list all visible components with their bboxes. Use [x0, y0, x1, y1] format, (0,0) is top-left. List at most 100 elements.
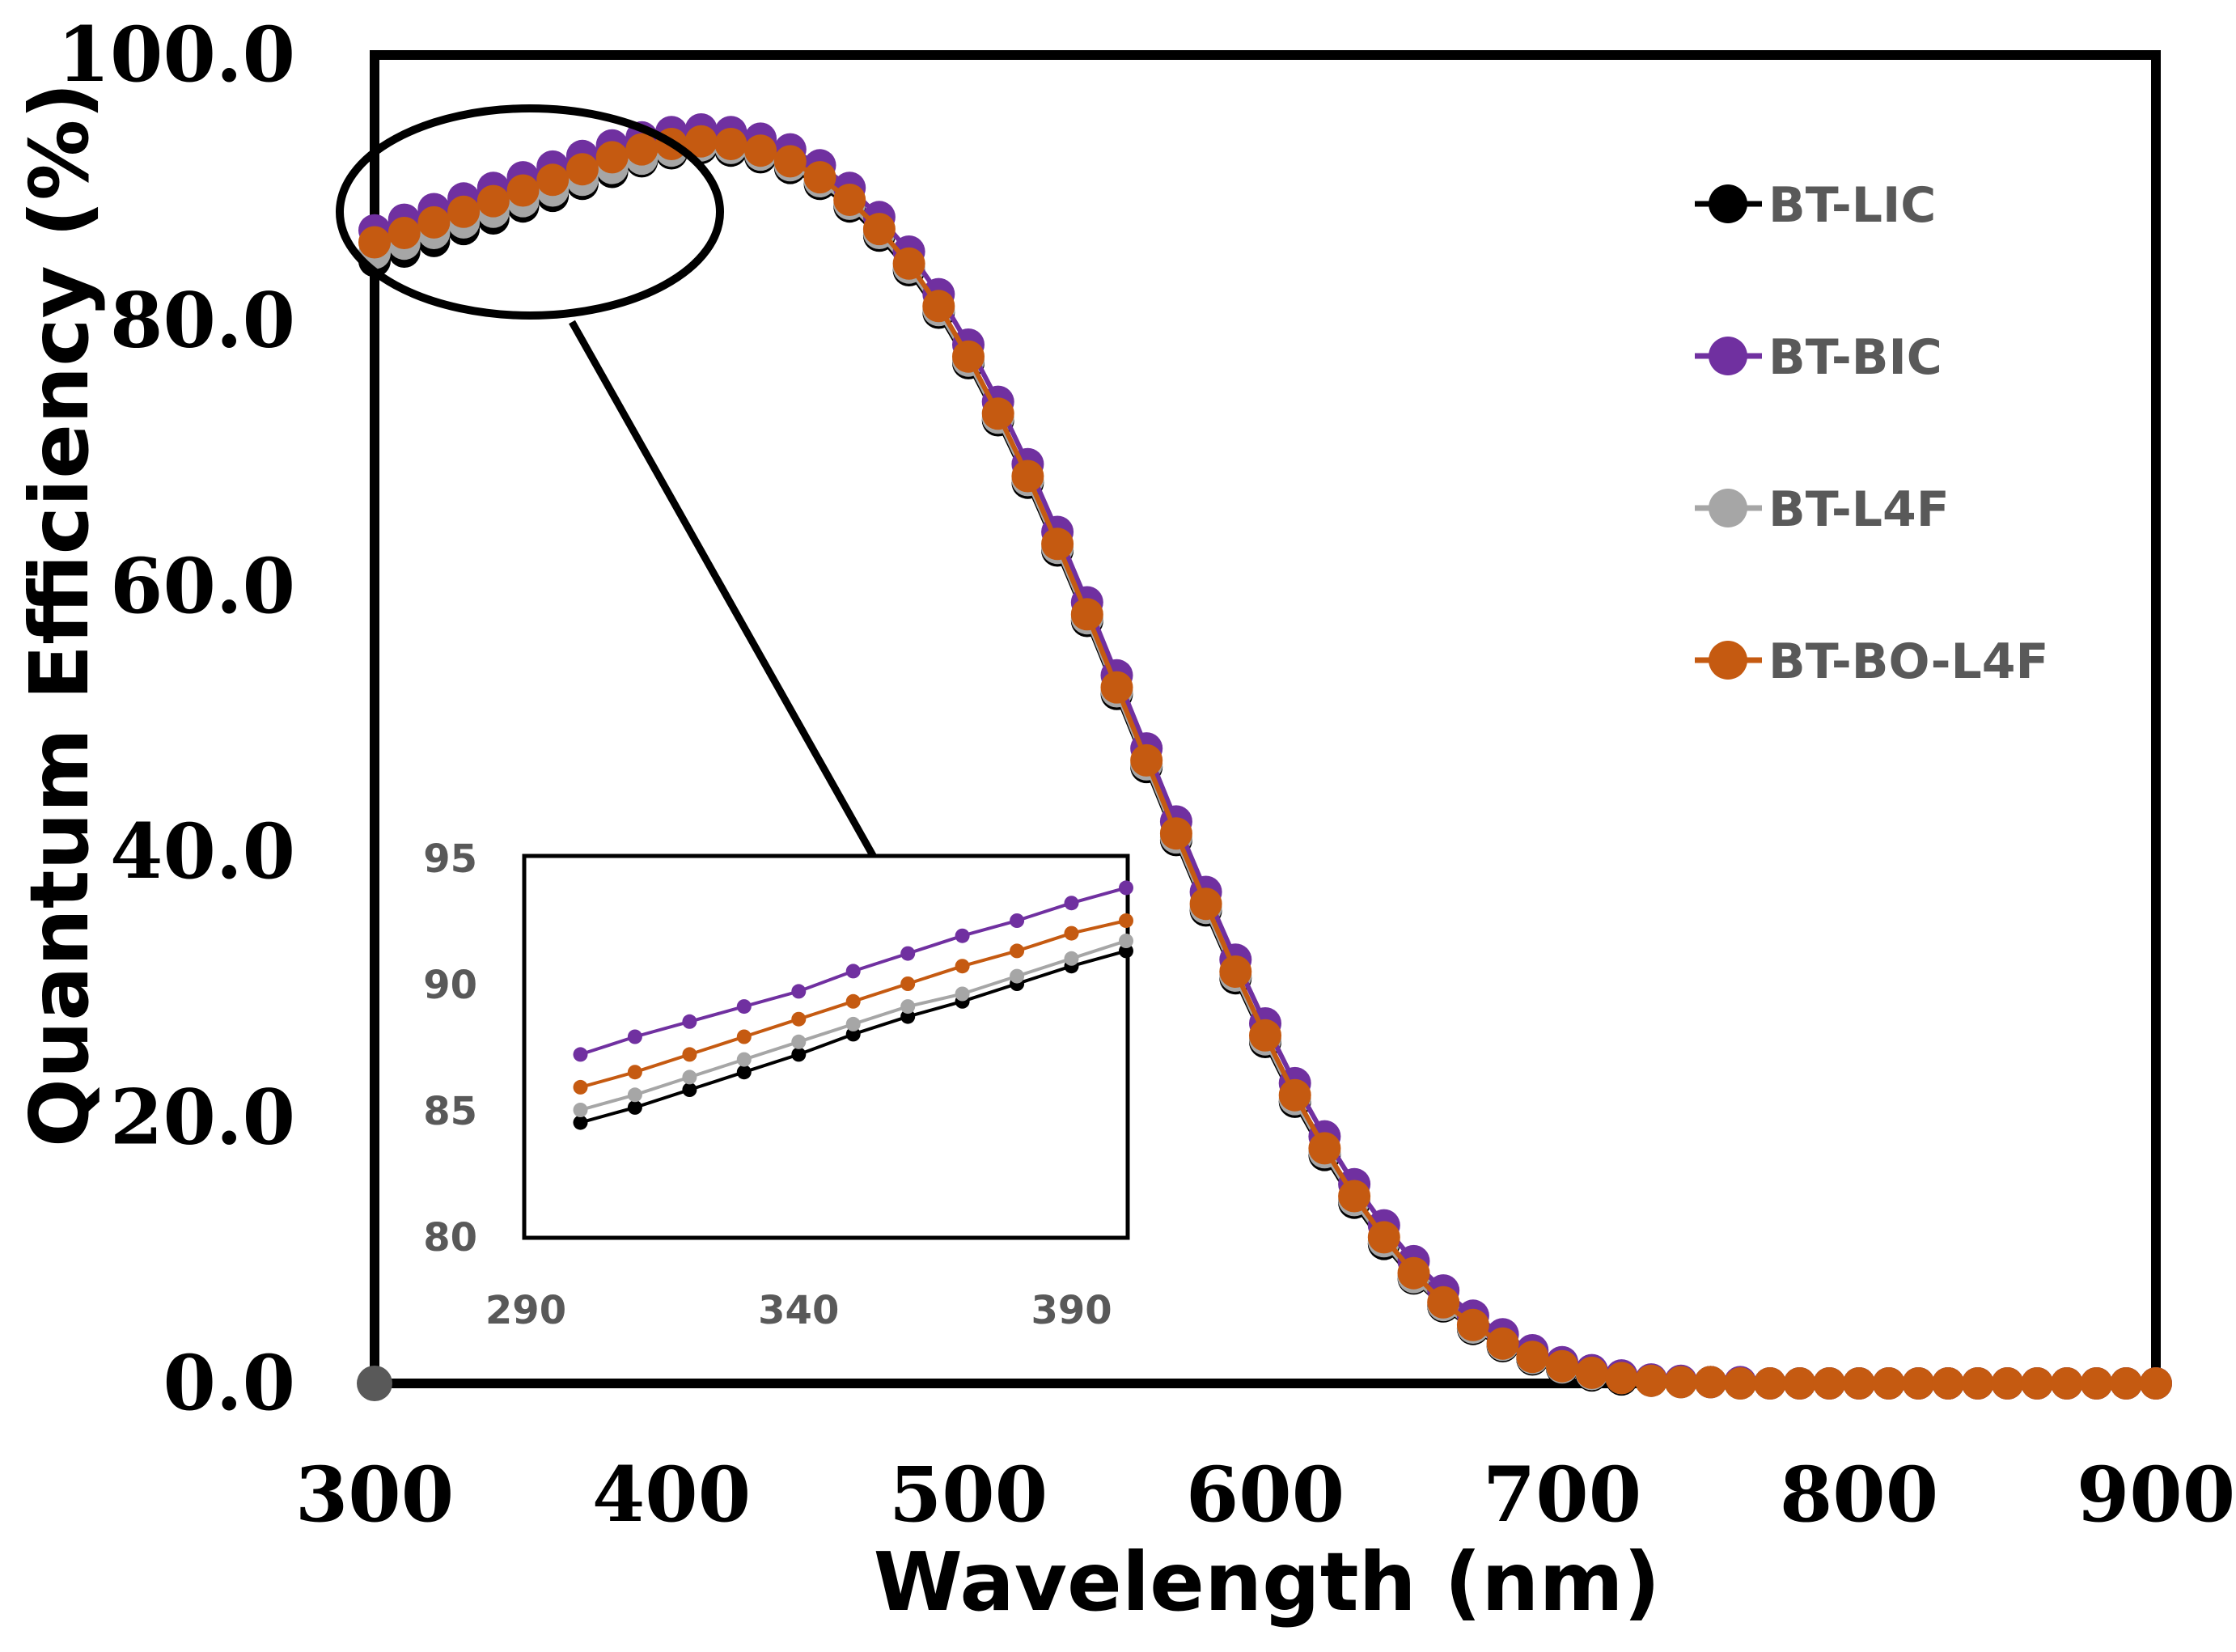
data-point-bt-bo-l4f	[1219, 955, 1252, 988]
inset-data-point-bt-l4f	[791, 1034, 807, 1049]
inset-data-point-bt-l4f	[1119, 934, 1133, 948]
inset-data-point-bt-bo-l4f	[573, 1079, 588, 1095]
data-point-bt-bo-l4f	[773, 145, 807, 178]
inset-y-tick-label: 95	[423, 837, 477, 882]
inset-data-point-bt-bo-l4f	[955, 959, 970, 974]
data-point-bt-bo-l4f	[1783, 1367, 1816, 1400]
data-point-bt-bo-l4f	[2021, 1367, 2054, 1400]
main-series-group	[357, 113, 2172, 1401]
legend-item-bt-l4f: BT-L4F	[1695, 481, 1950, 538]
data-point-bt-bo-l4f	[1100, 671, 1133, 704]
inset-y-tick-labels: 80 85 90 95	[423, 837, 477, 1260]
data-point-bt-bo-l4f	[1694, 1366, 1727, 1399]
inset-data-point-bt-l4f	[573, 1103, 588, 1117]
inset-data-point-bt-bo-l4f	[682, 1047, 697, 1062]
inset-data-point-bt-bic	[845, 964, 861, 979]
data-point-bt-bo-l4f	[1189, 887, 1222, 921]
legend-label: BT-LIC	[1768, 177, 1936, 234]
inset-data-point-bt-bo-l4f	[791, 1011, 807, 1027]
legend-item-bt-lic: BT-LIC	[1695, 177, 1936, 234]
inset-series-bt-bo-l4f	[573, 913, 1133, 1095]
data-point-bt-bo-l4f	[1249, 1019, 1281, 1052]
inset-data-point-bt-bic	[1119, 880, 1133, 896]
data-point-bt-bo-l4f	[1159, 817, 1192, 850]
data-point-bt-bo-l4f	[1902, 1367, 1935, 1400]
legend-label: BT-BIC	[1768, 329, 1942, 386]
data-point-bt-bo-l4f	[1486, 1327, 1519, 1360]
y-tick-label: 60.0	[110, 542, 295, 631]
data-point-bt-bo-l4f	[1011, 460, 1044, 493]
data-point-bt-bo-l4f	[1397, 1256, 1430, 1290]
y-tick-label: 20.0	[110, 1074, 295, 1163]
data-point-bt-bo-l4f	[2080, 1367, 2113, 1400]
x-tick-label: 700	[1483, 1451, 1641, 1540]
inset-x-tick-label: 290	[485, 1288, 566, 1333]
data-point-bt-bo-l4f	[1635, 1364, 1668, 1397]
data-point-bt-bo-l4f	[1961, 1367, 1994, 1400]
y-tick-label: 100.0	[57, 11, 295, 100]
inset-data-point-bt-l4f	[845, 1016, 861, 1031]
inset-x-tick-label: 390	[1031, 1288, 1112, 1333]
data-point-bt-bo-l4f	[1130, 743, 1163, 777]
data-point-bt-bo-l4f	[625, 133, 659, 166]
inset-frame	[522, 854, 1130, 1240]
inset-data-point-bt-bo-l4f	[845, 993, 861, 1009]
inset-data-point-bt-bo-l4f	[627, 1065, 642, 1080]
x-tick-label: 400	[592, 1451, 751, 1540]
data-point-bt-bo-l4f	[506, 174, 540, 207]
inset-data-point-bt-l4f	[1010, 968, 1025, 984]
inset-data-point-bt-bic	[955, 928, 970, 943]
data-point-bt-bo-l4f	[1575, 1356, 1608, 1389]
legend-item-bt-bo-l4f: BT-BO-L4F	[1695, 633, 2048, 690]
y-tick-label: 0.0	[163, 1339, 295, 1428]
data-point-bt-bo-l4f	[684, 125, 718, 158]
main-x-tick-labels: 300 400 500 600 700 800 900	[295, 1451, 2235, 1540]
data-point-bt-bo-l4f	[447, 195, 481, 228]
series-bt-bo-l4f	[358, 125, 2172, 1400]
legend-swatch-marker	[1709, 184, 1747, 223]
data-point-bt-bo-l4f	[1843, 1367, 1875, 1400]
data-point-bt-bo-l4f	[1070, 598, 1103, 631]
data-point-bt-bo-l4f	[565, 153, 599, 186]
inset-data-point-bt-bic	[1064, 896, 1079, 911]
x-axis-title: Wavelength (nm)	[874, 1535, 1661, 1629]
data-point-bt-bo-l4f	[862, 213, 896, 246]
y-tick-label: 80.0	[110, 276, 295, 365]
inset-data-point-bt-lic	[736, 1065, 752, 1080]
data-point-bt-bo-l4f	[387, 217, 421, 249]
inset-data-point-bt-bic	[736, 999, 752, 1014]
inset-data-point-bt-l4f	[627, 1087, 642, 1103]
data-point-bt-bo-l4f	[981, 397, 1014, 430]
data-point-bt-bo-l4f	[1427, 1286, 1460, 1319]
data-point-bt-bo-l4f	[476, 184, 510, 218]
x-tick-label: 800	[1780, 1451, 1938, 1540]
inset-background	[524, 856, 1128, 1238]
inset-data-point-bt-bic	[573, 1047, 588, 1062]
data-point-bt-bo-l4f	[1813, 1367, 1846, 1400]
x-tick-label: 600	[1186, 1451, 1345, 1540]
inset-data-point-bt-bic	[1010, 913, 1025, 928]
inset-data-point-bt-bo-l4f	[736, 1029, 752, 1044]
origin-marker	[357, 1366, 392, 1401]
main-plot-frame	[370, 50, 2161, 1388]
data-point-bt-bo-l4f	[536, 163, 570, 197]
inset-data-point-bt-lic	[845, 1027, 861, 1042]
data-point-bt-bo-l4f	[1664, 1366, 1697, 1399]
inset-y-tick-label: 80	[423, 1215, 477, 1260]
data-point-bt-bo-l4f	[2110, 1367, 2143, 1400]
data-point-bt-bo-l4f	[2140, 1367, 2172, 1400]
inset-data-point-bt-bic	[900, 946, 916, 961]
inset-series-bt-l4f	[573, 934, 1133, 1117]
data-point-bt-bo-l4f	[1724, 1367, 1757, 1400]
data-point-bt-bo-l4f	[1546, 1349, 1578, 1383]
inset-data-point-bt-bic	[682, 1014, 697, 1029]
data-point-bt-bo-l4f	[1753, 1367, 1786, 1400]
legend-label: BT-L4F	[1768, 481, 1950, 538]
data-point-bt-bo-l4f	[1367, 1221, 1400, 1254]
data-point-bt-bo-l4f	[803, 161, 836, 194]
x-tick-label: 500	[889, 1451, 1048, 1540]
legend: BT-LIC BT-BIC BT-L4F BT-BO-L4F	[1695, 177, 2048, 690]
x-tick-label: 900	[2077, 1451, 2235, 1540]
